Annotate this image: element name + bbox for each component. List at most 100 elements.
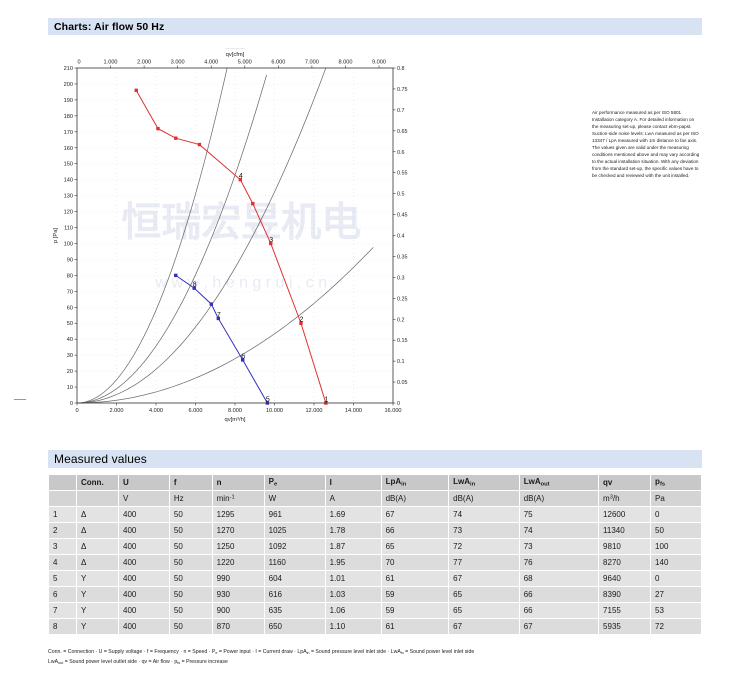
col-unit-lwain: dB(A)	[448, 490, 520, 507]
tick-label-right: 0.5	[397, 192, 405, 198]
cell-lpain: 59	[380, 602, 450, 619]
system-parabola-4	[76, 247, 374, 404]
cell-f: 50	[168, 506, 213, 523]
table-legend-footnote: Conn. = Connection · U = Supply voltage …	[48, 648, 708, 667]
table-row: 1 Δ 400 50 1295 961 1.69 67 74 75 12600 0	[48, 506, 702, 523]
tick-label-right: 0.25	[397, 296, 408, 302]
cell-qv: 5935	[598, 618, 652, 635]
cell-qv: 9640	[598, 570, 652, 587]
tick-label-bottom: 14.000	[345, 408, 362, 414]
tick-label-bottom: 10.000	[266, 408, 283, 414]
cell-lwaout: 66	[518, 586, 600, 603]
footnote-term: LpAin = Sound pressure level inlet side	[297, 649, 387, 655]
tick-label-top: 4.000	[204, 60, 218, 66]
table-row: 2 Δ 400 50 1270 1025 1.78 66 73 74 11340 50	[48, 522, 702, 539]
cell-n: 870	[211, 618, 265, 635]
col-header-u: U	[118, 474, 170, 491]
cell-i: 1.01	[324, 570, 382, 587]
col-unit-idx	[48, 490, 77, 507]
tick-label-left: 60	[67, 305, 73, 311]
tick-label-right: 0.2	[397, 317, 405, 323]
tick-label-left: 100	[64, 241, 73, 247]
cell-lpain: 70	[380, 554, 450, 571]
cell-i: 1.69	[324, 506, 382, 523]
cell-pfs: 27	[650, 586, 702, 603]
cell-conn: Δ	[76, 506, 119, 523]
delta-curve: 4 3 2 1	[134, 88, 328, 405]
cell-idx: 3	[48, 538, 77, 555]
tick-label-left: 180	[64, 114, 73, 120]
delta-curve-marker	[238, 177, 243, 182]
tick-label-top: 7.000	[305, 60, 319, 66]
tick-label-left: 70	[67, 289, 73, 295]
col-header-idx	[48, 474, 77, 491]
air-flow-chart: 恒瑞宏昱机电 w w w . h e n g r u i . c n 4 3 2 1 8 7 6…	[48, 40, 428, 435]
tick-label-left: 150	[64, 162, 73, 168]
charts-section-header: Charts: Air flow 50 Hz	[48, 18, 702, 35]
cell-conn: Δ	[76, 538, 119, 555]
cell-lwaout: 67	[518, 618, 600, 635]
star-curve-marker	[174, 273, 178, 278]
delta-curve-marker	[299, 321, 303, 325]
cell-lwain: 74	[448, 506, 520, 523]
tick-label-left: 90	[67, 257, 73, 263]
footnote-term: qv = Air flow	[141, 658, 170, 665]
system-parabola-1	[76, 67, 228, 404]
tick-label-bottom: 6.000	[189, 408, 203, 414]
table-row: 8 Y 400 50 870 650 1.10 61 67 67 5935 72	[48, 618, 702, 635]
watermark-text-cn: 恒瑞宏昱机电	[121, 201, 361, 245]
axis-title-bottom: qv[m³/h]	[225, 417, 246, 423]
col-header-pfs: pfs	[650, 474, 702, 491]
cell-i: 1.78	[324, 522, 382, 539]
cell-f: 50	[168, 618, 213, 635]
cell-pfs: 100	[650, 538, 702, 555]
cell-n: 1270	[211, 522, 265, 539]
cell-qv: 7155	[598, 602, 652, 619]
tick-label-right: 0.8	[397, 66, 405, 72]
tick-label-left: 80	[67, 273, 73, 279]
measurement-info-note: Air performance measured as per ISO 5801…	[592, 110, 700, 178]
tick-label-left: 50	[67, 321, 73, 327]
cell-conn: Δ	[76, 522, 119, 539]
cell-pe: 635	[263, 602, 326, 619]
table-row: 4 Δ 400 50 1220 1160 1.95 70 77 76 8270 140	[48, 554, 702, 571]
tick-label-right: 0.75	[397, 87, 408, 93]
delta-curve-marker	[156, 126, 160, 131]
tick-label-left: 40	[67, 337, 73, 343]
delta-curve-point-label-3: 3	[269, 237, 273, 244]
delta-curve-marker	[134, 88, 138, 93]
cell-u: 400	[118, 586, 170, 603]
star-curve-marker	[216, 316, 221, 321]
cell-i: 1.95	[324, 554, 382, 571]
cell-n: 1220	[211, 554, 265, 571]
table-row: 3 Δ 400 50 1250 1092 1.87 65 72 73 9810 100	[48, 538, 702, 555]
col-unit-i: A	[324, 490, 382, 507]
tick-label-right: 0.6	[397, 150, 405, 156]
tick-label-left: 120	[64, 210, 73, 216]
cell-n: 1295	[211, 506, 265, 523]
tick-label-left: 20	[67, 369, 73, 375]
col-unit-n: min-1	[211, 490, 265, 507]
tick-label-left: 210	[64, 66, 73, 72]
star-curve-marker	[209, 302, 213, 306]
delta-curve-marker	[251, 201, 255, 206]
cell-qv: 8390	[598, 586, 652, 603]
cell-u: 400	[118, 618, 170, 635]
cell-lwaout: 75	[518, 506, 600, 523]
cell-idx: 4	[48, 554, 77, 571]
tick-label-left: 0	[70, 401, 73, 407]
cell-lwain: 72	[448, 538, 520, 555]
tick-label-left: 160	[64, 146, 73, 152]
table-row: 7 Y 400 50 900 635 1.06 59 65 66 7155 53	[48, 602, 702, 619]
cell-lpain: 67	[380, 506, 450, 523]
tick-label-top-origin: 0	[77, 60, 80, 66]
table-row: 6 Y 400 50 930 616 1.03 59 65 66 8390 27	[48, 586, 702, 603]
col-unit-lwaout: dB(A)	[518, 490, 600, 507]
col-header-lpain: LpAin	[380, 474, 450, 491]
footnote-term: Pe = Power input	[211, 649, 251, 655]
footnote-term: LwAout = Sound power level outlet side	[48, 658, 137, 665]
col-header-f: f	[168, 474, 213, 491]
